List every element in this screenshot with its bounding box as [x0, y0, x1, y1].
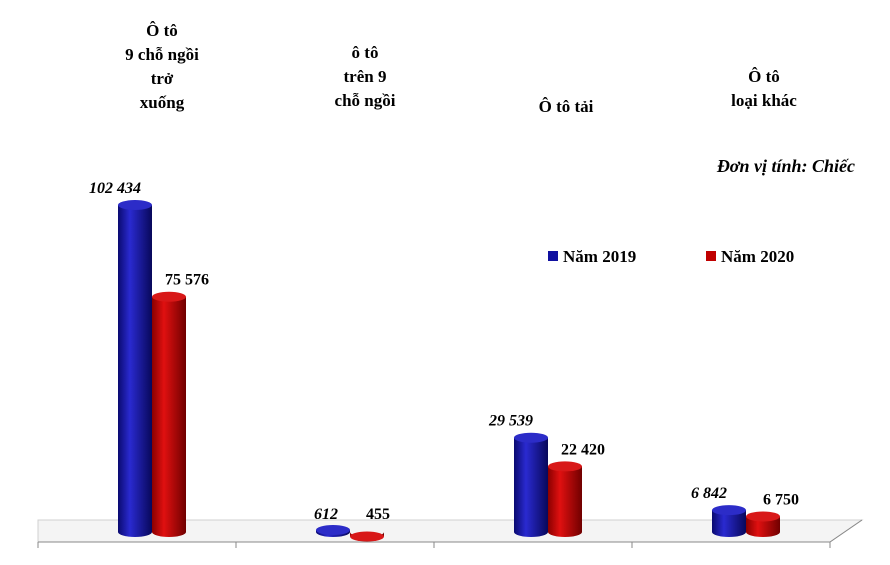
bar-cap — [712, 505, 746, 516]
legend-label-2020: Năm 2020 — [721, 247, 794, 266]
bar-cap — [746, 511, 780, 522]
category-label: Ô tô loại khác — [731, 67, 797, 110]
category-label-line: ô tô — [352, 43, 379, 62]
value-label-2019: 29 539 — [488, 413, 533, 430]
bar-2020 — [152, 291, 186, 537]
value-label-2019: 6 842 — [691, 485, 727, 502]
category-label-line: Ô tô — [748, 67, 780, 86]
bar-body — [152, 296, 186, 537]
bar-2020 — [746, 511, 780, 537]
category-label: ô tô trên 9 chỗ ngồi — [335, 43, 396, 110]
bar-body — [712, 510, 746, 537]
value-label-2020: 75 576 — [165, 272, 209, 289]
value-label-2019: 612 — [314, 506, 338, 523]
legend: Năm 2019 Năm 2020 — [548, 247, 794, 266]
bar-2019 — [316, 525, 350, 537]
value-label-2019: 102 434 — [89, 180, 141, 197]
unit-note: Đơn vị tính: Chiếc — [716, 156, 855, 176]
value-label-2020: 22 420 — [561, 441, 605, 458]
category-label-line: 9 chỗ ngồi — [125, 45, 199, 64]
category-label-line: chỗ ngồi — [335, 91, 396, 110]
bar-2020 — [548, 461, 582, 537]
category-label: Ô tô 9 chỗ ngồi trở xuống — [125, 21, 199, 112]
category-label: Ô tô tải — [539, 97, 594, 116]
category-labels: Ô tô 9 chỗ ngồi trở xuống ô tô trên 9 chỗ ngồi… — [37, 21, 831, 548]
category-label-line: xuống — [140, 93, 185, 112]
legend-label-2019: Năm 2019 — [563, 247, 636, 266]
bar-cap — [316, 525, 350, 536]
bar-2019 — [118, 200, 152, 537]
bar-cap — [152, 291, 186, 302]
category-label-line: Ô tô tải — [539, 97, 594, 116]
bar-cap — [548, 461, 582, 472]
bar-cap — [118, 200, 152, 210]
category-label-line: trên 9 — [344, 67, 387, 86]
value-label-2020: 455 — [366, 506, 390, 523]
bar-2019 — [514, 432, 548, 537]
legend-swatch-2019 — [548, 251, 558, 261]
bar-cap — [350, 531, 384, 542]
value-label-2020: 6 750 — [763, 491, 799, 508]
bar-cap — [514, 432, 548, 443]
x-axis-right-edge — [829, 519, 863, 543]
bar-body — [514, 437, 548, 537]
bar-body — [548, 466, 582, 537]
bar-2020 — [350, 531, 384, 542]
bar-body — [746, 516, 780, 537]
bar-body — [118, 205, 152, 537]
bars — [118, 200, 780, 542]
legend-swatch-2020 — [706, 251, 716, 261]
category-label-line: Ô tô — [146, 21, 178, 40]
category-label-line: trở — [151, 69, 174, 88]
value-labels: 102 434 75 576 612 455 29 539 22 420 6 842 6 75… — [89, 180, 799, 523]
category-label-line: loại khác — [731, 91, 797, 110]
bar-2019 — [712, 505, 746, 537]
